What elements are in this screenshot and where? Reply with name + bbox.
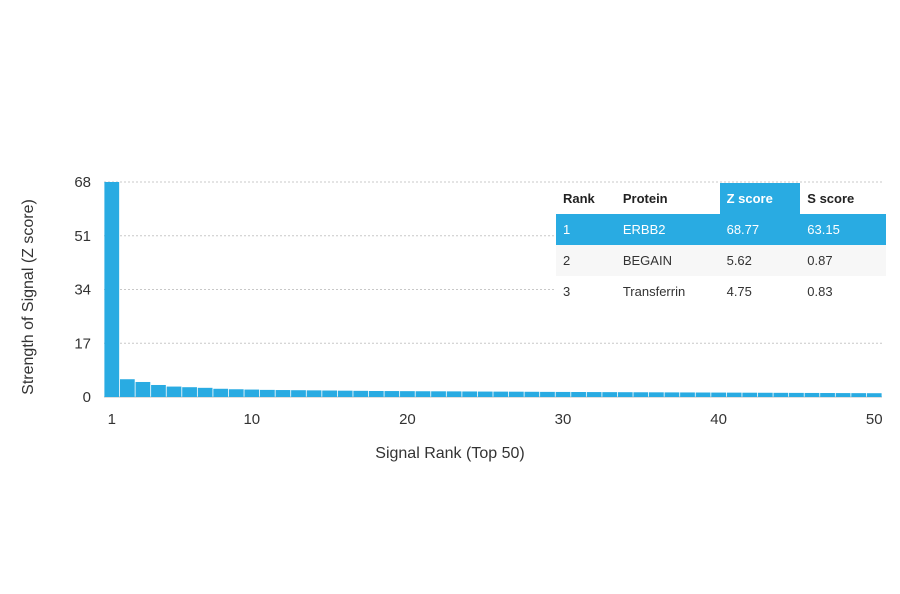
x-tick-label: 40 (710, 411, 727, 428)
bar (508, 391, 524, 397)
bar (135, 381, 151, 397)
bar (695, 392, 711, 397)
bar (244, 389, 260, 397)
bar (462, 391, 478, 397)
x-tick-label: 1 (108, 411, 116, 428)
bar (446, 391, 462, 397)
cell-s-score: 63.15 (800, 214, 886, 245)
bar (571, 392, 586, 397)
bar (633, 392, 649, 397)
x-axis-title: Signal Rank (Top 50) (375, 445, 524, 462)
cell-rank: 2 (556, 245, 616, 276)
bar (493, 391, 509, 397)
bar (353, 390, 369, 397)
bar (742, 392, 758, 397)
y-tick-label: 51 (74, 228, 91, 245)
bar (866, 393, 882, 397)
bar (851, 393, 867, 397)
bar (384, 391, 400, 397)
cell-s-score: 0.87 (800, 245, 886, 276)
bar (151, 384, 166, 397)
cell-z-score: 4.75 (726, 284, 752, 299)
bar (789, 392, 804, 397)
bar (726, 392, 742, 397)
bar (431, 391, 446, 397)
y-axis-title: Strength of Signal (Z score) (20, 199, 37, 395)
bar (213, 388, 229, 397)
bar (540, 391, 555, 397)
bar (555, 391, 571, 397)
cell-rank: 3 (563, 284, 571, 299)
x-tick-label: 30 (555, 411, 572, 428)
header-z-score: Z score (719, 183, 801, 214)
table-header-row: Rank Protein Z score S score (556, 183, 886, 214)
bar (400, 391, 415, 397)
bar (337, 390, 353, 397)
bar (228, 389, 244, 397)
y-tick-label: 68 (74, 174, 91, 191)
results-table: Rank Protein Z score S score 1 ERBB2 68.… (556, 183, 886, 307)
table-row: 1 ERBB2 68.77 63.15 (556, 214, 886, 245)
header-rank: Rank (563, 191, 595, 206)
cell-rank: 1 (556, 214, 616, 245)
header-protein: Protein (622, 191, 668, 206)
bar (306, 390, 322, 397)
bar (711, 392, 726, 397)
bar (322, 390, 337, 397)
bar (835, 393, 851, 397)
bar (119, 379, 135, 397)
x-tick-label: 10 (243, 411, 260, 428)
bar (524, 391, 540, 397)
table-row: 2 BEGAIN 5.62 0.87 (556, 245, 886, 276)
cell-z-score: 68.77 (719, 214, 801, 245)
bar (415, 391, 431, 397)
bars (104, 182, 882, 397)
x-tick-label: 20 (399, 411, 416, 428)
y-tick-label: 17 (74, 335, 91, 352)
bar (586, 392, 602, 397)
cell-s-score: 0.83 (807, 284, 833, 299)
cell-protein: Transferrin (622, 284, 686, 299)
bar (166, 386, 182, 397)
cell-z-score: 5.62 (719, 245, 801, 276)
cell-protein: BEGAIN (615, 245, 720, 276)
header-s-score: S score (807, 191, 855, 206)
bar (368, 390, 384, 397)
bar (773, 392, 789, 397)
bar (680, 392, 695, 397)
bar (275, 390, 291, 397)
bar (649, 392, 664, 397)
y-tick-label: 34 (74, 282, 91, 299)
bar (820, 393, 835, 397)
bar (664, 392, 680, 397)
bar (617, 392, 633, 397)
y-tick-label: 0 (83, 389, 91, 406)
y-tick-labels: 0 17 34 51 68 (74, 174, 91, 406)
bar (757, 392, 773, 397)
cell-protein: ERBB2 (615, 214, 720, 245)
bar (291, 390, 306, 397)
bar (477, 391, 493, 397)
bar (197, 387, 213, 397)
bar (104, 182, 120, 397)
x-tick-labels: 1 10 20 30 40 50 (108, 411, 883, 428)
bar (182, 387, 197, 397)
table-row: 3 Transferrin 4.75 0.83 (556, 276, 886, 307)
bar (602, 392, 618, 397)
bar (260, 389, 275, 397)
x-tick-label: 50 (866, 411, 883, 428)
bar (804, 392, 820, 397)
